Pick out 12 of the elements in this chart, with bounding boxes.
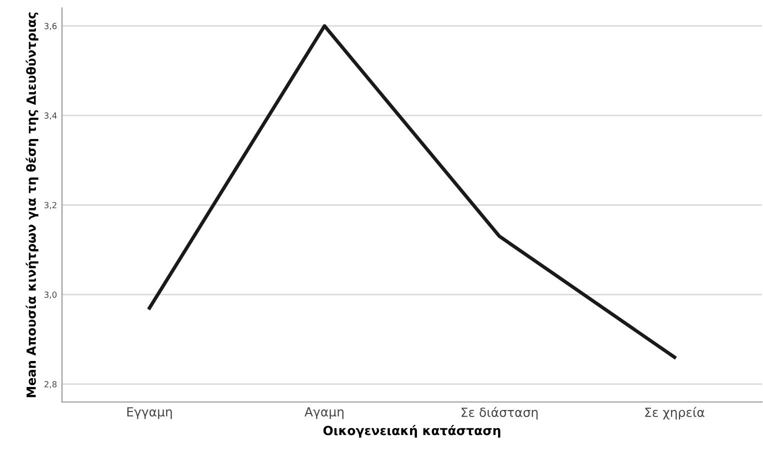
y-tick-label: 3,4 [44,112,57,120]
x-tick-label: Εγγαμη [127,407,172,419]
line-series [148,24,676,359]
y-axis-title: Mean Απουσία κινήτρων για τη θέση της Διευθύντριας [26,12,38,398]
x-tick-label: Αγαμη [304,407,344,419]
y-tick-label: 3,0 [44,292,57,299]
x-axis-title: Οικογενειακή κατάσταση [323,425,500,438]
y-tick-label: 3,2 [44,202,56,210]
x-tick-label: Σε χηρεία [645,406,704,420]
y-tick-label: 2,8 [44,381,57,388]
x-tick-label: Σε διάσταση [462,406,538,420]
y-tick-label: 3,6 [44,22,57,30]
